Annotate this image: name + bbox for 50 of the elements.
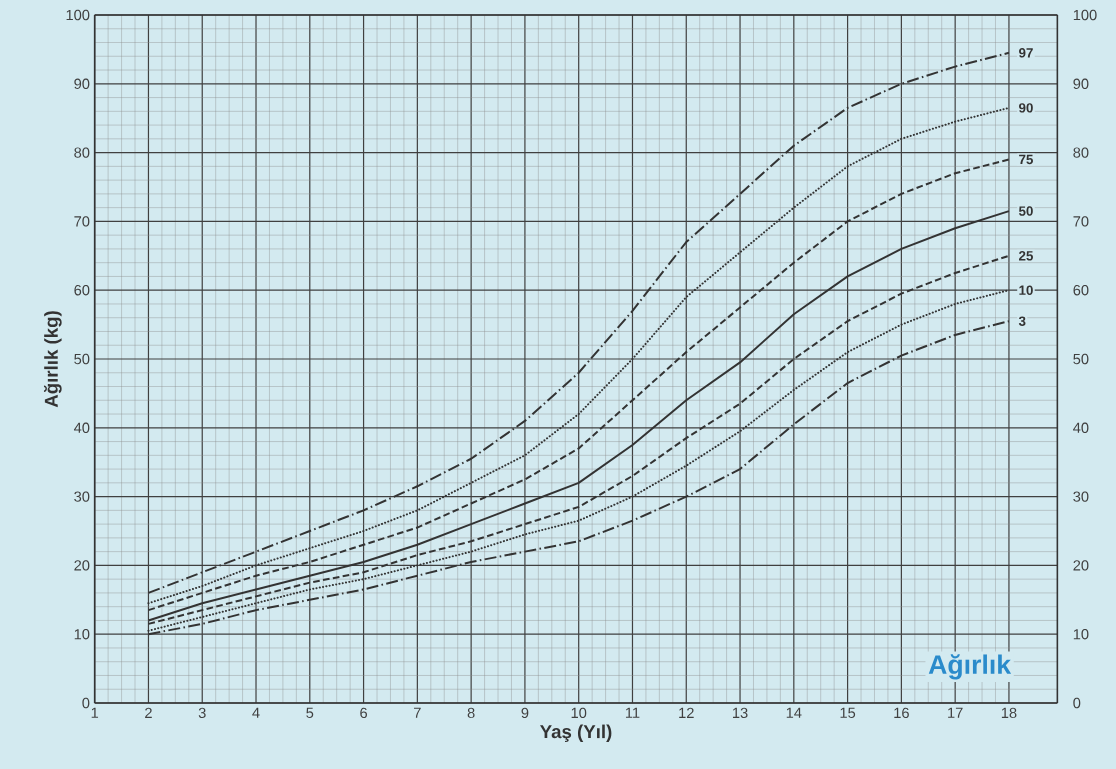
y2-tick-label: 60 [1073,285,1089,296]
y2-tick-label: 100 [1073,9,1097,21]
series-label: 50 [1018,206,1033,216]
y-tick-label: 60 [74,285,90,296]
y-tick-label: 100 [66,9,90,21]
y-tick-label: 80 [74,147,90,158]
y-tick-label: 70 [74,216,90,227]
series-label: 90 [1019,103,1033,113]
y2-tick-label: 40 [1073,422,1089,433]
x-tick-label: 17 [948,707,963,718]
y2-tick-label: 10 [1073,629,1089,640]
series-label: 3 [1018,316,1026,326]
y2-tick-label: 90 [1073,78,1089,89]
x-tick-label: 1 [91,707,99,718]
series-label: 97 [1019,48,1033,58]
y2-tick-label: 30 [1073,491,1089,502]
x-tick-label: 9 [521,707,529,719]
y-tick-label: 10 [74,629,90,640]
x-tick-label: 3 [198,707,206,719]
text: Ağırlık [928,654,1012,680]
y2-tick-label: 70 [1073,216,1089,227]
y-tick-label: 0 [82,697,90,709]
series-label: 25 [1019,251,1033,261]
x-tick-label: 15 [840,707,856,718]
x-tick-label: 14 [786,707,802,718]
x-tick-label: 2 [145,707,152,718]
series-label: 10 [1019,285,1033,295]
y2-tick-label: 20 [1073,560,1089,571]
y2-tick-label: 80 [1073,147,1089,158]
x-tick-label: 4 [252,707,260,718]
y-tick-label: 30 [74,491,90,502]
y-tick-label: 90 [74,78,90,89]
x-tick-label: 8 [467,707,475,719]
y-tick-label: 40 [73,422,90,433]
y2-tick-label: 0 [1073,697,1081,709]
x-tick-label: 12 [679,707,694,718]
y-tick-label: 50 [74,353,90,365]
y-tick-label: 20 [74,560,90,571]
x-tick-label: 7 [414,707,421,718]
y2-tick-label: 50 [1073,353,1089,365]
x-tick-label: 6 [360,707,367,719]
y-axis-title: Ağırlık (kg) [43,311,62,408]
series-label: 75 [1019,154,1033,165]
x-tick-label: 18 [1001,707,1017,719]
x-tick-label: 10 [571,707,587,719]
x-tick-label: 16 [894,707,909,719]
x-tick-label: 13 [732,707,748,719]
x-tick-label: 5 [306,707,314,718]
x-axis-title: Yaş (Yıl) [540,724,612,742]
x-tick-label: 11 [625,707,640,718]
